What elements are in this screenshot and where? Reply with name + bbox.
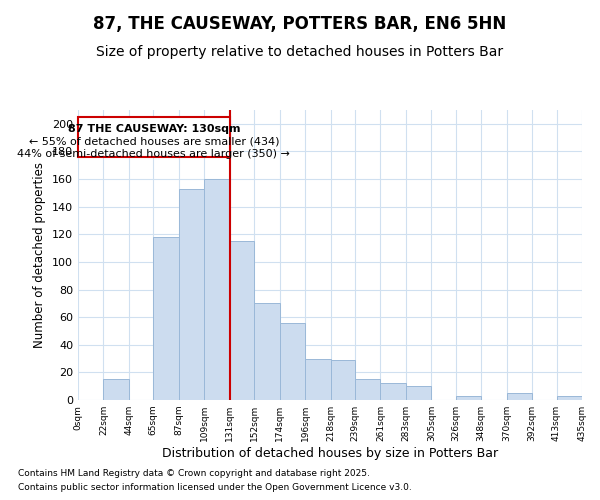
Text: 87 THE CAUSEWAY: 130sqm: 87 THE CAUSEWAY: 130sqm: [68, 124, 240, 134]
Bar: [154, 237, 179, 400]
Bar: [406, 386, 431, 400]
Text: 87, THE CAUSEWAY, POTTERS BAR, EN6 5HN: 87, THE CAUSEWAY, POTTERS BAR, EN6 5HN: [94, 15, 506, 33]
Text: Contains public sector information licensed under the Open Government Licence v3: Contains public sector information licen…: [18, 484, 412, 492]
Text: Size of property relative to detached houses in Potters Bar: Size of property relative to detached ho…: [97, 45, 503, 59]
Bar: [557, 396, 582, 400]
Bar: [179, 188, 204, 400]
Text: 44% of semi-detached houses are larger (350) →: 44% of semi-detached houses are larger (…: [17, 148, 290, 158]
Bar: [506, 393, 532, 400]
Bar: [331, 360, 355, 400]
Bar: [230, 241, 254, 400]
Bar: [280, 322, 305, 400]
Bar: [355, 380, 380, 400]
Bar: [456, 396, 481, 400]
Text: Contains HM Land Registry data © Crown copyright and database right 2025.: Contains HM Land Registry data © Crown c…: [18, 468, 370, 477]
Y-axis label: Number of detached properties: Number of detached properties: [34, 162, 46, 348]
Bar: [103, 380, 129, 400]
Bar: [380, 384, 406, 400]
X-axis label: Distribution of detached houses by size in Potters Bar: Distribution of detached houses by size …: [162, 447, 498, 460]
Bar: [204, 179, 230, 400]
FancyBboxPatch shape: [78, 117, 230, 157]
Bar: [254, 304, 280, 400]
Bar: [305, 358, 331, 400]
Text: ← 55% of detached houses are smaller (434): ← 55% of detached houses are smaller (43…: [29, 136, 279, 146]
